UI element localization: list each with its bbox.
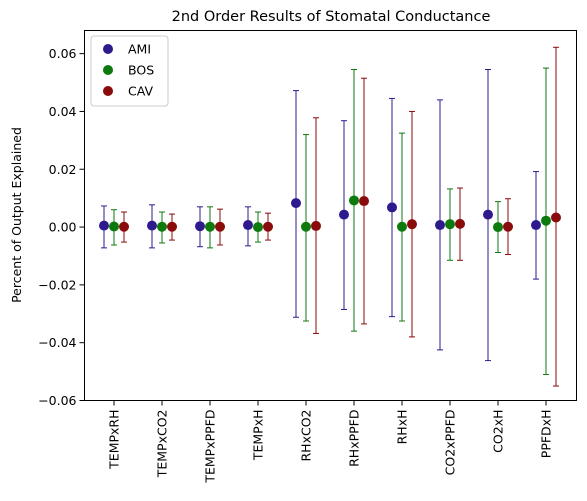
data-point-bos	[157, 221, 167, 232]
legend-marker-cav	[103, 86, 113, 96]
data-point-ami	[147, 220, 157, 231]
legend-marker-bos	[103, 65, 113, 75]
data-point-cav	[263, 221, 273, 232]
x-tick-label: RHxH	[395, 410, 410, 445]
legend-marker-ami	[103, 44, 113, 54]
data-point-cav	[119, 221, 129, 232]
x-tick-label: CO2xPPFD	[443, 410, 458, 476]
data-point-ami	[291, 198, 301, 209]
y-tick-label: −0.04	[38, 335, 76, 350]
data-point-ami	[435, 220, 445, 231]
y-tick-label: 0.00	[49, 220, 77, 235]
y-tick-label: 0.06	[49, 46, 77, 61]
data-point-cav	[311, 220, 321, 231]
x-tick-label: TEMPxPPFD	[203, 410, 218, 484]
data-point-ami	[387, 202, 397, 213]
x-axis-ticks: TEMPxRH TEMPxCO2 TEMPxPPFD TEMPxH RHxCO2 RHxP…	[107, 400, 554, 484]
data-points	[99, 195, 561, 233]
x-tick-label: RHxCO2	[299, 410, 314, 462]
chart-title: 2nd Order Results of Stomatal Conductanc…	[172, 9, 491, 25]
y-tick-label: 0.04	[49, 104, 77, 119]
data-point-ami	[531, 220, 541, 231]
data-point-cav	[455, 218, 465, 229]
data-point-bos	[445, 219, 455, 230]
data-point-bos	[397, 221, 407, 232]
data-point-bos	[493, 222, 503, 233]
data-point-cav	[503, 221, 513, 232]
data-point-cav	[359, 196, 369, 207]
data-point-cav	[407, 219, 417, 230]
data-point-ami	[195, 221, 205, 232]
data-point-bos	[109, 221, 119, 232]
data-point-ami	[99, 220, 109, 231]
y-tick-label: −0.06	[38, 393, 76, 408]
legend-label-cav: CAV	[128, 84, 153, 99]
data-point-ami	[339, 209, 349, 220]
x-tick-label: RHxPPFD	[347, 410, 362, 467]
data-point-cav	[167, 221, 177, 232]
data-point-bos	[349, 195, 359, 206]
data-point-bos	[541, 215, 551, 226]
x-tick-label: CO2xH	[491, 410, 506, 453]
y-tick-label: −0.02	[38, 277, 76, 292]
legend: AMI BOS CAV	[90, 35, 169, 107]
data-point-bos	[253, 222, 263, 233]
y-axis-ticks: −0.06 −0.04 −0.02 0.00 0.02 0.04 0.06	[38, 46, 85, 408]
y-tick-label: 0.02	[49, 162, 77, 177]
legend-label-ami: AMI	[128, 42, 151, 57]
x-tick-label: TEMPxRH	[107, 410, 122, 470]
y-axis-label: Percent of Output Explained	[9, 127, 24, 303]
x-tick-label: TEMPxH	[251, 410, 266, 462]
data-point-bos	[301, 221, 311, 232]
data-point-ami	[243, 220, 253, 231]
x-tick-label: TEMPxCO2	[155, 410, 170, 479]
plot-frame	[84, 30, 577, 401]
data-point-bos	[205, 221, 215, 232]
legend-label-bos: BOS	[128, 63, 154, 78]
data-point-cav	[215, 221, 225, 232]
data-point-ami	[483, 209, 493, 220]
data-point-cav	[551, 212, 561, 223]
x-tick-label: PPFDxH	[539, 410, 554, 459]
